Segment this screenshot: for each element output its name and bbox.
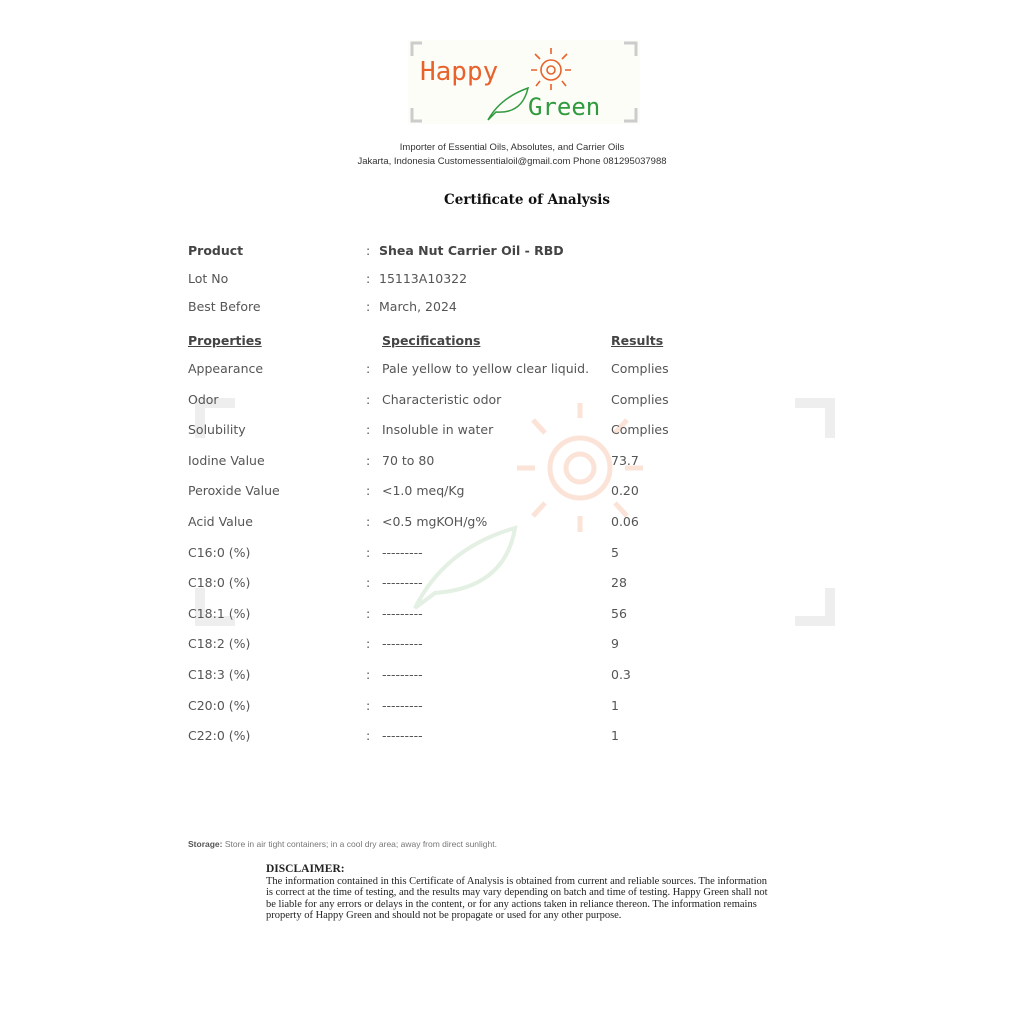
- specification: Insoluble in water: [382, 422, 494, 438]
- result: 28: [611, 575, 627, 591]
- separator: :: [366, 299, 371, 314]
- info-value: March, 2024: [379, 299, 457, 314]
- result: Complies: [611, 361, 669, 376]
- result: Complies: [611, 391, 669, 407]
- property: Iodine Value: [188, 452, 265, 468]
- col-properties: Properties: [188, 333, 262, 348]
- separator: :: [366, 422, 371, 438]
- table-row: Peroxide Value: <1.0 meq/Kg 0.20: [0, 483, 1024, 503]
- result: 0.3: [611, 667, 631, 682]
- specification: ---------: [382, 636, 423, 652]
- property: C16:0 (%): [188, 544, 251, 560]
- property: Appearance: [188, 361, 264, 376]
- info-value: 15113A10322: [379, 271, 468, 286]
- separator: :: [366, 243, 371, 258]
- info-label: Best Before: [188, 299, 261, 314]
- separator: :: [366, 361, 371, 376]
- storage-text: Store in air tight containers; in a cool…: [224, 839, 497, 849]
- property: Odor: [188, 391, 219, 407]
- property: C18:0 (%): [188, 575, 251, 591]
- separator: :: [366, 575, 371, 591]
- separator: :: [366, 391, 371, 407]
- separator: :: [366, 728, 371, 744]
- separator: :: [366, 483, 371, 499]
- separator: :: [366, 636, 371, 652]
- company-tagline: Importer of Essential Oils, Absolutes, a…: [399, 142, 625, 153]
- document-title: Certificate of Analysis: [444, 192, 610, 208]
- info-label: Product: [188, 243, 244, 258]
- property: Acid Value: [188, 514, 253, 529]
- property: C18:1 (%): [188, 605, 251, 621]
- watermark-logo: [195, 398, 835, 626]
- result: 5: [611, 544, 619, 560]
- specification: ---------: [382, 697, 423, 713]
- result: 1: [611, 697, 619, 713]
- specification: Characteristic odor: [382, 391, 502, 407]
- separator: :: [366, 452, 371, 468]
- table-row: C22:0 (%): --------- 1: [0, 728, 1024, 748]
- specification: <0.5 mgKOH/g%: [382, 514, 488, 529]
- info-label: Lot No: [188, 271, 229, 286]
- separator: :: [366, 271, 371, 286]
- table-row: C16:0 (%): --------- 5: [0, 545, 1024, 565]
- table-row: C18:3 (%): --------- 0.3: [0, 667, 1024, 687]
- property: C20:0 (%): [188, 697, 251, 713]
- col-specifications: Specifications: [382, 333, 481, 348]
- specification: ---------: [382, 575, 423, 591]
- table-row: C18:0 (%): --------- 28: [0, 575, 1024, 595]
- separator: :: [366, 514, 371, 529]
- separator: :: [366, 667, 371, 682]
- specification: ---------: [382, 605, 423, 621]
- separator: :: [366, 697, 371, 713]
- result: 0.20: [611, 483, 639, 499]
- storage-label: Storage:: [188, 839, 223, 849]
- property: C22:0 (%): [188, 728, 251, 744]
- happy-green-logo: Happy Green: [408, 40, 640, 124]
- disclaimer-text: The information contained in this Certif…: [266, 875, 768, 922]
- table-row: Appearance: Pale yellow to yellow clear l…: [0, 361, 1024, 381]
- specification: ---------: [382, 667, 423, 682]
- property: C18:2 (%): [188, 636, 251, 652]
- result: 9: [611, 636, 619, 652]
- table-header: Properties Specifications Results: [0, 333, 1024, 353]
- disclaimer: DISCLAIMER: The information contained in…: [266, 863, 776, 922]
- specification: ---------: [382, 728, 423, 744]
- table-row: C20:0 (%): --------- 1: [0, 698, 1024, 718]
- property: Peroxide Value: [188, 483, 280, 499]
- table-row: Solubility: Insoluble in water Complies: [0, 422, 1024, 442]
- info-row: Best Before: March, 2024: [0, 299, 1024, 319]
- info-row: Lot No:15113A10322: [0, 271, 1024, 291]
- separator: :: [366, 544, 371, 560]
- result: 1: [611, 728, 619, 744]
- col-results: Results: [611, 333, 664, 348]
- table-row: Odor: Characteristic odor Complies: [0, 392, 1024, 412]
- specification: ---------: [382, 544, 423, 560]
- result: Complies: [611, 422, 669, 438]
- table-row: C18:2 (%): --------- 9: [0, 636, 1024, 656]
- result: 56: [611, 605, 627, 621]
- specification: <1.0 meq/Kg: [382, 483, 465, 499]
- separator: :: [366, 605, 371, 621]
- disclaimer-title: DISCLAIMER:: [266, 863, 345, 875]
- logo-word-green: Green: [528, 93, 600, 121]
- result: 73.7: [611, 452, 639, 468]
- storage-note: Storage: Store in air tight containers; …: [188, 839, 497, 849]
- result: 0.06: [611, 514, 639, 529]
- table-row: C18:1 (%): --------- 56: [0, 606, 1024, 626]
- table-row: Acid Value: <0.5 mgKOH/g% 0.06: [0, 514, 1024, 534]
- property: C18:3 (%): [188, 667, 251, 682]
- company-contact: Jakarta, Indonesia Customessentialoil@gm…: [357, 156, 667, 167]
- info-value: Shea Nut Carrier Oil - RBD: [379, 243, 564, 258]
- logo-word-happy: Happy: [420, 57, 498, 87]
- info-row: Product: Shea Nut Carrier Oil - RBD: [0, 243, 1024, 263]
- specification: Pale yellow to yellow clear liquid.: [382, 361, 590, 376]
- table-row: Iodine Value:70 to 80 73.7: [0, 453, 1024, 473]
- property: Solubility: [188, 422, 246, 438]
- specification: 70 to 80: [382, 452, 435, 468]
